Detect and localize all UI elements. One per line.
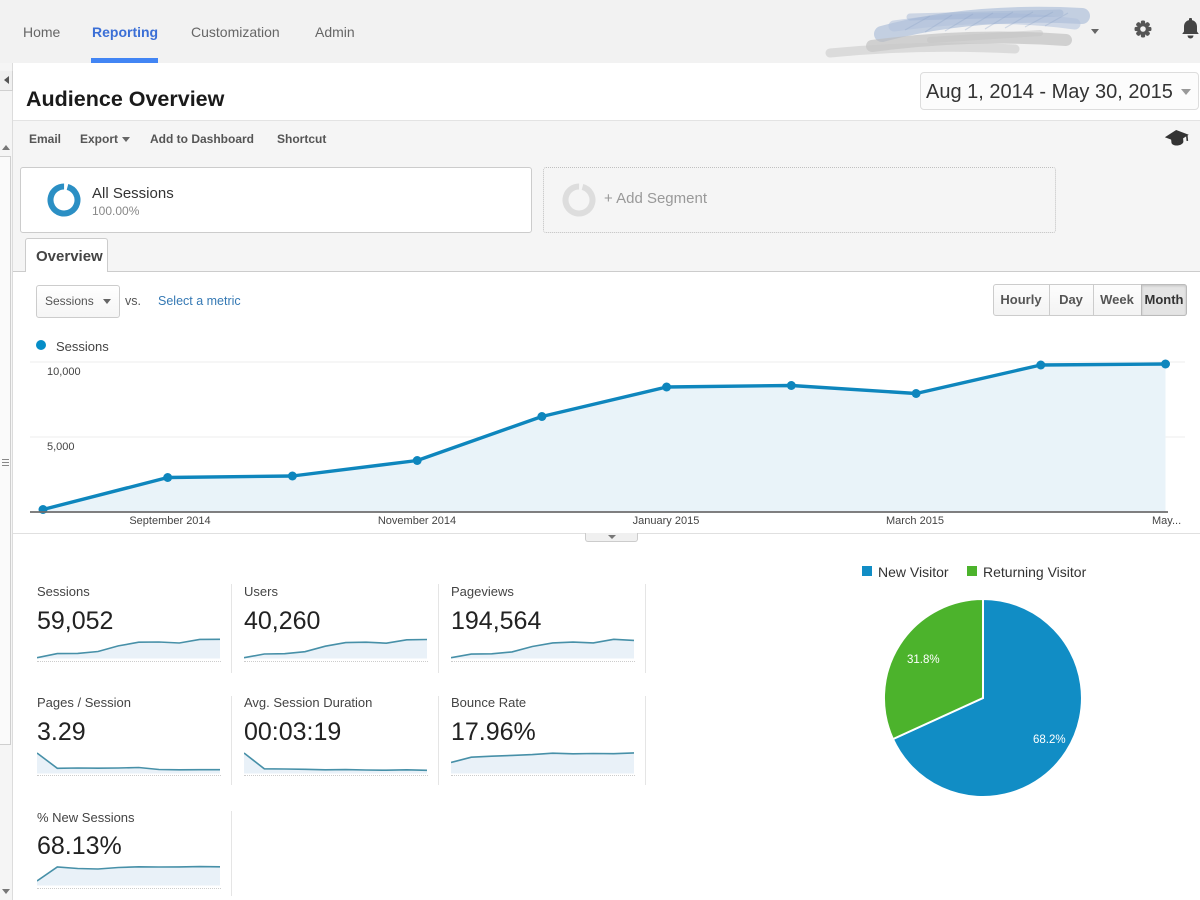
svg-text:68.2%: 68.2% xyxy=(1033,734,1066,746)
svg-text:31.8%: 31.8% xyxy=(907,654,940,666)
